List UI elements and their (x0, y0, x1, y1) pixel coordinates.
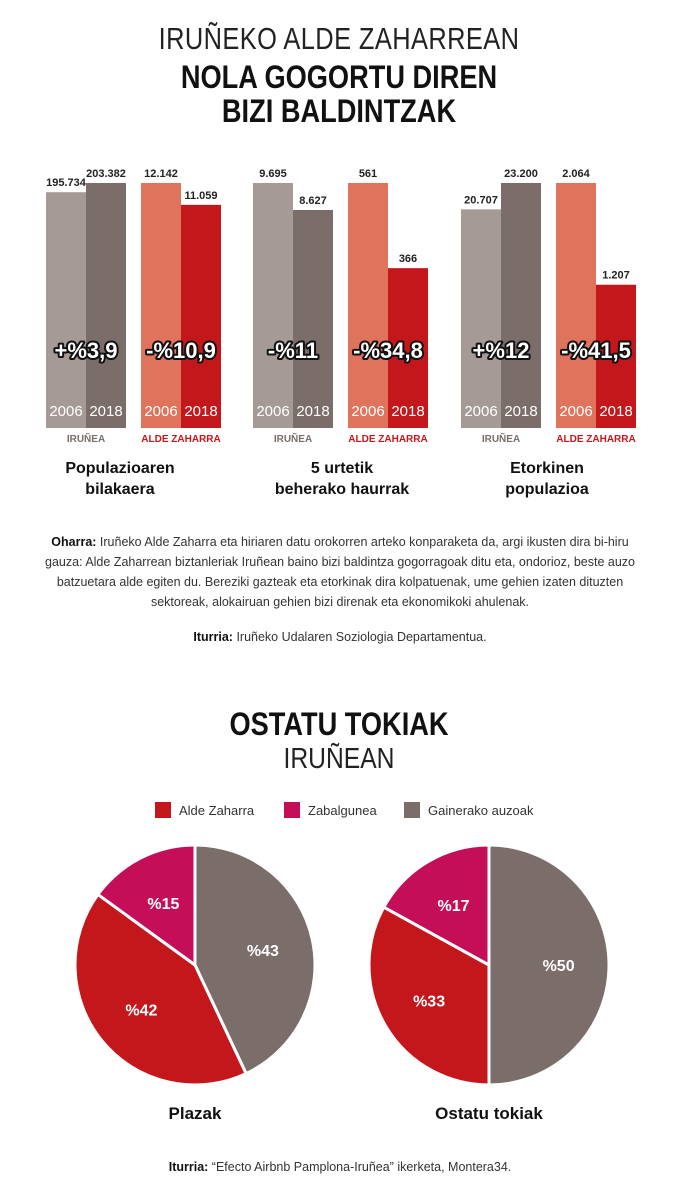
caption-line: Etorkinen (510, 460, 584, 477)
source-label: Iturria: (168, 1160, 209, 1174)
caption-line: populazioa (505, 481, 589, 498)
source-line-2: Iturria: “Efecto Airbnb Pamplona-Iruñea”… (40, 1160, 640, 1174)
legend-label-gain: Gainerako auzoak (428, 802, 534, 818)
bar-year-label: 2006 (144, 403, 177, 420)
pie-slice-label: %15 (147, 896, 179, 913)
bar-value-label: 9.695 (259, 168, 287, 180)
pie-slice (381, 843, 491, 968)
bar (388, 268, 428, 428)
title-block: IRUÑEKO ALDE ZAHARREAN NOLA GOGORTU DIRE… (0, 20, 678, 128)
legend-item-gain: Gainerako auzoak (404, 802, 534, 818)
bar-year-label: 2018 (391, 403, 424, 420)
bar (253, 183, 293, 428)
bar-year-label: 2006 (464, 403, 497, 420)
series-label: IRUÑEA (274, 432, 312, 445)
change-label: -%34,8 (353, 338, 423, 363)
legend-label-alde: Alde Zaharra (179, 802, 255, 818)
bar-year-label: 2006 (351, 403, 384, 420)
bar-year-label: 2018 (599, 403, 632, 420)
caption-line: 5 urtetik (310, 460, 374, 477)
bar (293, 209, 333, 428)
series-label: ALDE ZAHARRA (556, 434, 635, 445)
pie-slice-label: %42 (125, 1002, 157, 1019)
source-line-1: Iturria: Iruñeko Udalaren Soziologia Dep… (40, 630, 640, 644)
bar-value-label: 11.059 (184, 190, 217, 202)
bar (501, 183, 541, 428)
bar-year-label: 2018 (296, 403, 329, 420)
bar-value-label: 12.142 (144, 168, 178, 180)
series-label: ALDE ZAHARRA (141, 434, 220, 445)
title-main-line2: BIZI BALDINTZAK (221, 93, 457, 129)
pie-slice-label: %43 (247, 943, 279, 960)
legend-swatch-gain (404, 802, 420, 818)
group-caption-immigrants: Etorkinen populazioa (457, 458, 637, 500)
bar-value-label: 2.064 (562, 168, 590, 180)
group-caption-children: 5 urtetik beherako haurrak (242, 458, 442, 500)
bar-year-label: 2006 (256, 403, 289, 420)
pie-slice (95, 843, 197, 968)
bar (181, 204, 221, 428)
legend-swatch-zabal (284, 802, 300, 818)
bar (348, 183, 388, 428)
series-label: IRUÑEA (482, 432, 520, 445)
source-text: “Efecto Airbnb Pamplona-Iruñea” ikerketa… (208, 1160, 512, 1174)
caption-line: Populazioaren (65, 460, 175, 477)
bar-value-label: 195.734 (46, 177, 87, 189)
legend-swatch-alde (155, 802, 171, 818)
pie-slice (367, 905, 491, 1087)
bar-year-label: 2006 (49, 403, 82, 420)
pie-slice-label: %17 (438, 898, 470, 915)
section2-title: OSTATU TOKIAK IRUÑEAN (0, 706, 678, 776)
bar-charts: 195.734 2006 203.382 2018 +%3,9 IRUÑEA 12.142 2… (46, 168, 636, 445)
note-paragraph: Oharra: Iruñeko Alde Zaharra eta hiriare… (40, 532, 640, 612)
source-text: Iruñeko Udalaren Soziologia Departamentu… (232, 630, 487, 644)
bar-value-label: 20.707 (464, 194, 498, 206)
section2-title-main: OSTATU TOKIAK (229, 706, 449, 742)
pie-legend: Alde Zaharra Zabalgunea Gainerako auzoak (0, 802, 678, 824)
series-label: ALDE ZAHARRA (348, 434, 427, 445)
bar-year-label: 2006 (559, 403, 592, 420)
change-label: +%12 (473, 338, 530, 363)
bar-value-label: 1.207 (602, 270, 630, 282)
pie-slice-label: %33 (413, 993, 445, 1010)
bar (596, 284, 636, 428)
series-label: IRUÑEA (67, 432, 105, 445)
change-label: -%41,5 (561, 338, 631, 363)
source-label: Iturria: (193, 630, 233, 644)
bar-value-label: 23.200 (504, 168, 538, 180)
change-label: -%11 (268, 338, 318, 363)
group-caption-population: Populazioaren bilakaera (30, 458, 210, 500)
bar-year-label: 2018 (184, 403, 217, 420)
title-subtitle: IRUÑEKO ALDE ZAHARREAN (158, 21, 520, 56)
legend-item-zabal: Zabalgunea (284, 802, 377, 818)
bar (46, 192, 86, 428)
caption-line: bilakaera (85, 481, 155, 498)
bar-year-label: 2018 (89, 403, 122, 420)
bar-value-label: 8.627 (299, 195, 327, 207)
bar (141, 183, 181, 428)
bar-value-label: 561 (359, 168, 377, 180)
bar-value-label: 366 (399, 253, 417, 265)
bar (556, 183, 596, 428)
pie-slice (487, 843, 611, 1087)
note-text: Iruñeko Alde Zaharra eta hiriaren datu o… (45, 535, 635, 609)
legend-label-zabal: Zabalgunea (308, 802, 377, 818)
pie-caption-plazak: Plazak (168, 1104, 222, 1123)
bar (86, 183, 126, 428)
note-label: Oharra: (51, 535, 97, 549)
pie-slice (73, 892, 249, 1087)
pie-slice (193, 843, 317, 1076)
bar-value-label: 203.382 (86, 168, 126, 180)
bar (461, 209, 501, 428)
legend-item-alde: Alde Zaharra (155, 802, 254, 818)
change-label: -%10,9 (146, 338, 216, 363)
title-main-line1: NOLA GOGORTU DIREN (180, 59, 498, 95)
caption-line: beherako haurrak (274, 481, 410, 498)
pie-charts: %43 %42 %15 %50 %33 %17 (73, 843, 611, 1087)
change-label: +%3,9 (55, 338, 118, 363)
pie-caption-ostatu: Ostatu tokiak (435, 1104, 543, 1123)
section2-title-sub: IRUÑEAN (283, 743, 395, 775)
pie-slice-label: %50 (543, 958, 575, 975)
bar-year-label: 2018 (504, 403, 537, 420)
